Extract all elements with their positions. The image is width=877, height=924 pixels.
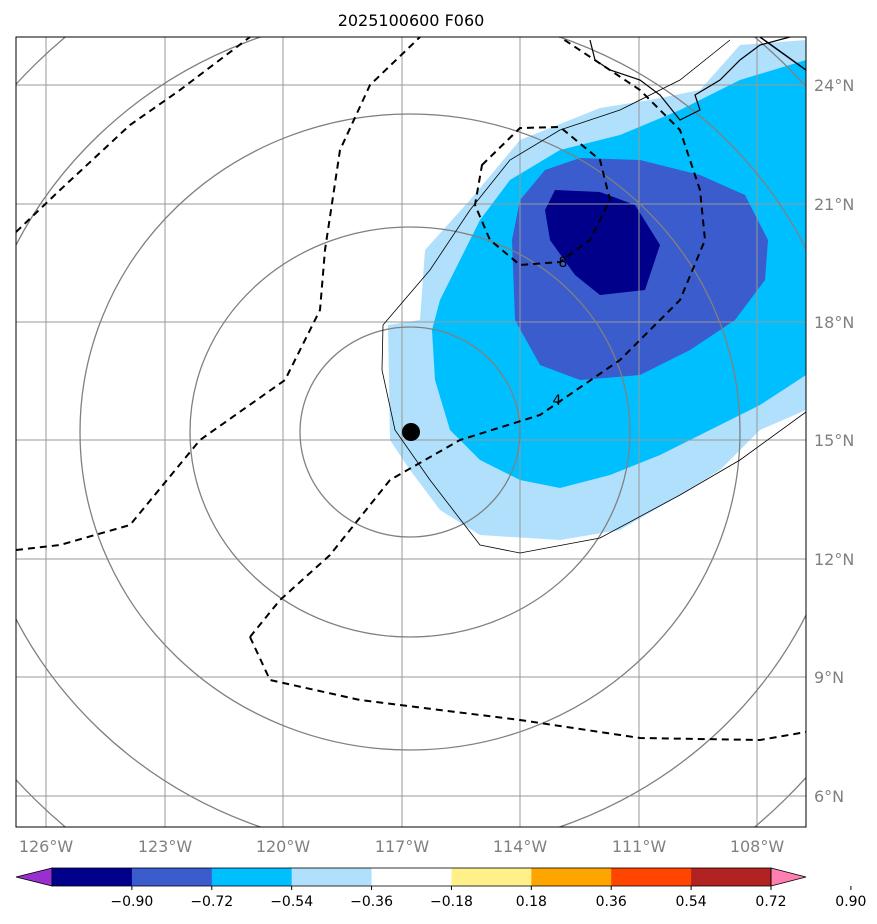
colorbar-segment	[52, 868, 133, 886]
colorbar-tick-label: −0.90	[110, 894, 153, 910]
contour-label-4: 4	[553, 393, 562, 409]
storm-center-marker	[402, 423, 420, 441]
map-title: 2025100600 F060	[338, 11, 485, 30]
lat-label: 21°N	[814, 195, 854, 214]
colorbar-segment	[131, 868, 213, 886]
coastline-2	[759, 37, 806, 71]
colorbar-segment	[611, 868, 692, 886]
colorbar-extend-low	[15, 867, 53, 887]
outline-contour	[381, 39, 806, 554]
lon-label: 108°W	[730, 837, 785, 856]
colorbar-segment	[211, 868, 293, 886]
colorbar-tick-label: 0.54	[676, 894, 707, 910]
lat-label: 12°N	[814, 550, 854, 569]
lon-label: 114°W	[493, 837, 548, 856]
lon-label: 117°W	[375, 837, 430, 856]
colorbar-tick-label: 0.36	[596, 894, 627, 910]
colorbar-frame	[51, 867, 772, 887]
contour-label-8: 8	[559, 255, 568, 271]
colorbar-segment	[451, 868, 532, 886]
lat-label: 6°N	[814, 787, 844, 806]
colorbar-tick-label: 0.72	[755, 894, 786, 910]
longitude-labels: 126°W 123°W 120°W 117°W 114°W 111°W 108°…	[19, 837, 785, 856]
lat-label: 9°N	[814, 668, 844, 687]
lon-label: 111°W	[612, 837, 667, 856]
lon-label: 120°W	[256, 837, 311, 856]
anomaly-fill-darkest	[545, 190, 660, 295]
dashed-contours	[16, 37, 806, 742]
colorbar: −0.90 −0.72 −0.54 −0.36 −0.18 0.18 0.36 0.54 0.7…	[15, 867, 866, 910]
colorbar-tick-label: −0.72	[190, 894, 233, 910]
colorbar-segment	[371, 868, 452, 886]
colorbar-segment	[531, 868, 612, 886]
colorbar-tick-label: −0.54	[270, 894, 313, 910]
lon-label: 126°W	[19, 837, 74, 856]
colorbar-extend-high	[770, 867, 807, 887]
lon-label: 123°W	[138, 837, 193, 856]
coastline	[589, 37, 791, 121]
colorbar-tick-label: 0.90	[835, 894, 866, 910]
colorbar-tick-label: −0.18	[430, 894, 473, 910]
latitude-labels: 24°N 21°N 18°N 15°N 12°N 9°N 6°N	[814, 76, 854, 806]
map-frame	[15, 36, 807, 828]
lat-label: 24°N	[814, 76, 854, 95]
colorbar-segment	[291, 868, 373, 886]
lat-label: 15°N	[814, 431, 854, 450]
lat-label: 18°N	[814, 313, 854, 332]
colorbar-tick-label: 0.18	[516, 894, 547, 910]
colorbar-segment	[691, 868, 772, 886]
colorbar-tick-label: −0.36	[350, 894, 393, 910]
